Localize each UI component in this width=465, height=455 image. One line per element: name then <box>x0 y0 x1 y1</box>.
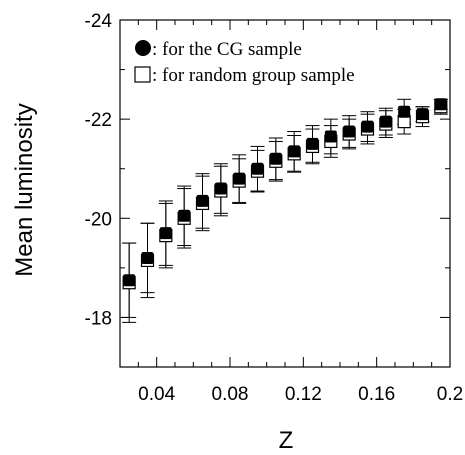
legend-label-random: : for random group sample <box>152 65 355 86</box>
y-tick-label: -24 <box>85 11 113 32</box>
legend: : for the CG sample : for random group s… <box>134 39 355 86</box>
cg-point <box>306 137 319 150</box>
plot-area: 0.04 0.08 0.12 0.16 0.2 -18 -20 -22 -24 <box>85 11 464 405</box>
x-tick-label: 0.12 <box>285 384 322 405</box>
cg-point <box>178 209 191 222</box>
cg-point <box>251 162 264 175</box>
cg-point <box>214 182 227 195</box>
cg-point <box>343 125 356 138</box>
cg-point <box>324 130 337 143</box>
cg-point <box>379 115 392 128</box>
cg-point <box>159 227 172 240</box>
cg-point <box>398 105 411 118</box>
x-tick-label: 0.08 <box>212 384 249 405</box>
cg-point <box>141 251 154 264</box>
cg-point <box>361 120 374 133</box>
y-tick-label: -22 <box>85 110 112 131</box>
cg-point <box>123 274 136 287</box>
cg-point <box>233 172 246 185</box>
y-tick-label: -18 <box>85 308 112 329</box>
y-tick-label: -20 <box>85 209 112 230</box>
cg-point <box>196 194 209 207</box>
x-tick-label: 0.04 <box>138 384 175 405</box>
x-tick-label: 0.16 <box>358 384 395 405</box>
cg-point <box>269 152 282 165</box>
legend-label-cg: : for the CG sample <box>152 39 302 60</box>
x-axis-title: Z <box>279 427 294 454</box>
cg-point <box>288 145 301 158</box>
cg-point <box>434 98 447 111</box>
legend-marker-cg <box>135 40 151 56</box>
cg-point <box>416 108 429 121</box>
x-tick-label: 0.2 <box>437 384 463 405</box>
y-axis-title: Mean luminosity <box>11 103 38 276</box>
legend-marker-random <box>134 66 151 83</box>
